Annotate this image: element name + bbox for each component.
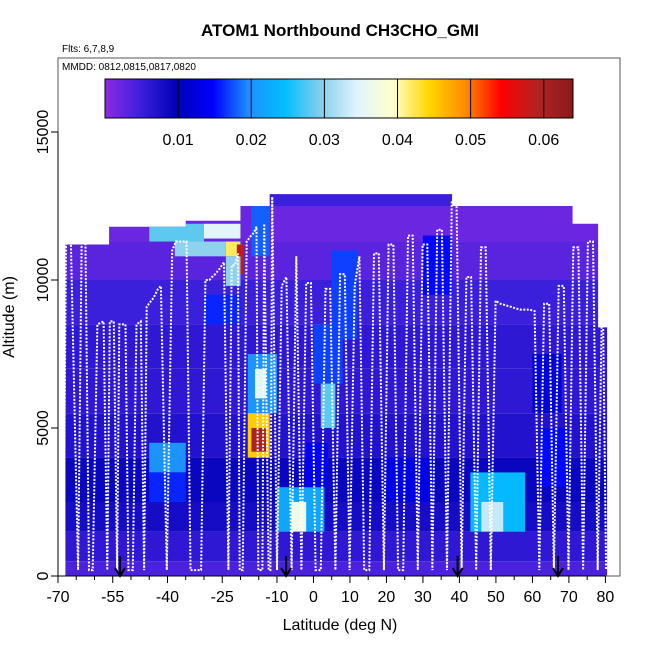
x-tick-label: 30: [414, 589, 432, 606]
heatmap-cell: [203, 223, 241, 239]
x-tick-label: -10: [265, 589, 288, 606]
plot-area: [62, 194, 608, 578]
heatmap-cell: [539, 428, 569, 488]
y-tick-label: 10000: [35, 258, 52, 303]
heatmap-layer: [65, 502, 608, 532]
y-tick-label: 5000: [35, 410, 52, 446]
heatmap-cell: [291, 502, 307, 532]
colorbar-tick-label: 0.03: [309, 132, 340, 149]
heatmap-cell: [320, 383, 336, 428]
heatmap-layer: [65, 194, 608, 206]
y-tick-label: 15000: [35, 110, 52, 155]
heatmap-cell: [255, 368, 267, 399]
dates-label: MMDD: 0812,0815,0817,0820: [62, 62, 196, 73]
heatmap-field: [65, 194, 608, 576]
x-tick-label: 50: [487, 589, 505, 606]
x-tick-label: -40: [156, 589, 179, 606]
colorbar-tick-label: 0.04: [382, 132, 413, 149]
flight-profile-line: [271, 197, 608, 572]
heatmap-layer: [65, 413, 608, 458]
heatmap-cell: [306, 442, 329, 488]
x-tick-label: 70: [560, 589, 578, 606]
flight-profile-line: [62, 197, 274, 572]
x-tick-label: -25: [211, 589, 234, 606]
y-tick-label: 0: [35, 571, 52, 580]
x-tick-label: -55: [101, 589, 124, 606]
colorbar-gradient: [104, 78, 574, 119]
x-axis-label: Latitude (deg N): [283, 617, 398, 634]
y-axis: 0 5000 10000 15000: [35, 110, 59, 580]
colorbar-tick-label: 0.01: [163, 132, 194, 149]
heatmap-cell: [225, 256, 241, 286]
flights-label: Flts: 6,7,8,9: [62, 44, 115, 55]
y-axis-label: Altitude (m): [1, 276, 18, 358]
colorbar: 0.01 0.02 0.03 0.04 0.05 0.06: [104, 78, 574, 149]
heatmap-layer: [65, 206, 608, 242]
heatmap-cell: [313, 324, 343, 384]
heatmap-cell: [481, 502, 504, 532]
x-tick-label: -70: [46, 589, 69, 606]
x-axis: -70 -55 -40 -25 -10 0 10 20 30 40 50 60 70 80: [46, 575, 615, 606]
x-tick-label: 60: [524, 589, 542, 606]
heatmap-cell: [149, 223, 204, 242]
heatmap-cell: [174, 241, 226, 257]
heatmap-cell: [386, 457, 434, 502]
x-tick-label: 10: [341, 589, 359, 606]
x-tick-label: 40: [451, 589, 469, 606]
heatmap-cell: [149, 472, 186, 502]
colorbar-tick-label: 0.06: [528, 132, 559, 149]
x-tick-label: 20: [378, 589, 396, 606]
colorbar-tick-label: 0.05: [455, 132, 486, 149]
x-tick-label: 80: [597, 589, 615, 606]
heatmap-cell: [149, 442, 186, 473]
colorbar-tick-label: 0.02: [236, 132, 267, 149]
heatmap-cell: [203, 294, 241, 325]
chart-title: ATOM1 Northbound CH3CHO_GMI: [201, 21, 479, 40]
x-tick-label: 0: [309, 589, 318, 606]
